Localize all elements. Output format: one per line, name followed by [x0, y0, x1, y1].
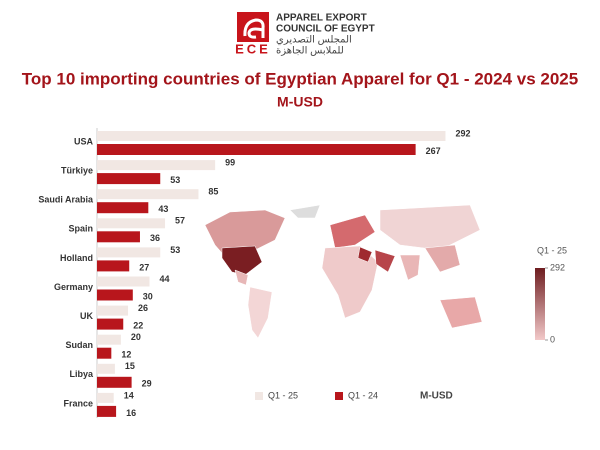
colorbar-tick-label: 0 [550, 334, 555, 344]
bar [97, 305, 129, 316]
bar [97, 405, 117, 417]
y-tick-label: Türkiye [61, 165, 93, 175]
value-label: 20 [131, 332, 141, 342]
value-label: 22 [133, 320, 143, 330]
bar [97, 318, 124, 330]
value-label: 44 [160, 274, 170, 284]
y-tick-label: USA [74, 136, 94, 146]
value-label: 27 [139, 262, 149, 272]
chart-subtitle: M-USD [277, 94, 323, 110]
chart-title: Top 10 importing countries of Egyptian A… [22, 69, 578, 88]
value-label: 12 [121, 350, 131, 360]
org-arabic: للملابس الجاهزة [276, 46, 344, 57]
bar [97, 334, 121, 345]
y-tick-label: Spain [68, 224, 93, 234]
logo-glyph [243, 18, 265, 39]
bar [97, 202, 149, 214]
bar [97, 247, 161, 258]
y-tick-label: Germany [54, 282, 93, 292]
bar [97, 347, 112, 359]
legend-swatch [335, 392, 343, 400]
bar [97, 276, 150, 287]
bar [97, 160, 216, 171]
bar [97, 131, 446, 141]
value-label: 99 [225, 157, 235, 167]
bar [97, 260, 130, 272]
legend-label: Q1 - 24 [348, 390, 378, 400]
legend-label: Q1 - 25 [268, 390, 298, 400]
legend-swatch [255, 392, 263, 400]
value-label: 15 [125, 361, 135, 371]
value-label: 36 [150, 233, 160, 243]
value-label: 292 [455, 128, 470, 138]
org-name: COUNCIL OF EGYPT [276, 24, 375, 35]
world-map [204, 204, 483, 339]
value-label: 85 [208, 187, 218, 197]
value-label: 16 [126, 408, 136, 418]
value-label: 14 [124, 390, 134, 400]
org-arabic: المجلس التصديري [276, 35, 352, 46]
colorbar [535, 268, 545, 340]
value-label: 30 [143, 291, 153, 301]
colorbar-tick-label: 292 [550, 262, 565, 272]
value-label: 57 [175, 216, 185, 226]
bar [97, 218, 166, 229]
org-name: APPAREL EXPORT [276, 13, 367, 24]
y-tick-label: France [63, 398, 93, 408]
bar [97, 363, 115, 374]
logo-text: ECE [235, 41, 271, 56]
bar [97, 144, 416, 155]
bar [97, 189, 199, 200]
value-label: 29 [142, 379, 152, 389]
y-tick-label: Holland [60, 253, 93, 263]
legend-unit: M-USD [420, 391, 453, 402]
y-tick-label: Sudan [65, 340, 93, 350]
value-label: 267 [426, 146, 441, 156]
value-label: 53 [170, 175, 180, 185]
y-tick-label: UK [80, 311, 93, 321]
bar [97, 173, 161, 185]
y-tick-label: Libya [69, 369, 94, 379]
bar [97, 289, 133, 301]
bar [97, 376, 132, 388]
y-tick-label: Saudi Arabia [38, 195, 94, 205]
colorbar-title: Q1 - 25 [537, 245, 567, 255]
value-label: 43 [158, 204, 168, 214]
value-label: 53 [170, 245, 180, 255]
bar [97, 231, 140, 243]
bar [97, 392, 114, 403]
value-label: 26 [138, 303, 148, 313]
